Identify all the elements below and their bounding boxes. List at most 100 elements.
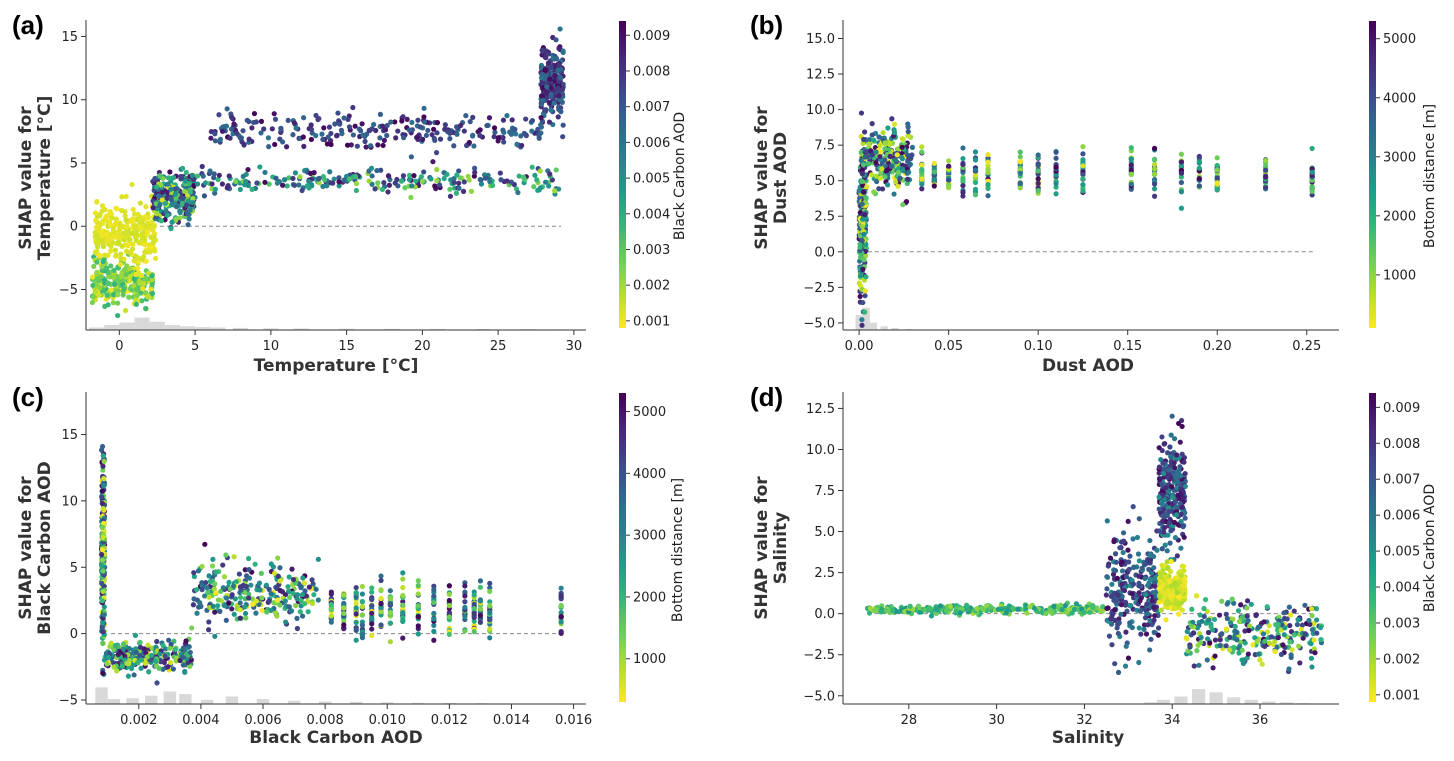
y-tick-label: 0.0 xyxy=(814,245,835,260)
scatter-point xyxy=(168,196,174,203)
scatter-point xyxy=(865,154,871,160)
scatter-point xyxy=(1130,581,1137,587)
scatter-point xyxy=(363,144,369,150)
scatter-point xyxy=(1264,629,1270,635)
scatter-point xyxy=(972,167,979,173)
scatter-point xyxy=(1165,474,1171,481)
scatter-point xyxy=(309,600,315,607)
scatter-point xyxy=(1143,631,1150,637)
scatter-point xyxy=(433,150,440,156)
scatter-point xyxy=(431,610,437,616)
scatter-point xyxy=(1127,603,1133,609)
scatter-point xyxy=(378,577,384,584)
scatter-point xyxy=(1169,413,1175,419)
scatter-point xyxy=(1143,592,1149,598)
scatter-point xyxy=(1182,578,1188,585)
scatter-point xyxy=(297,609,303,615)
scatter-point xyxy=(217,608,223,615)
scatter-point xyxy=(102,252,108,258)
scatter-point xyxy=(1159,488,1166,495)
scatter-point xyxy=(142,237,148,243)
scatter-point xyxy=(137,639,143,645)
scatter-point xyxy=(1309,169,1315,175)
colorbar-tick-label: 0.008 xyxy=(633,64,670,79)
scatter-point xyxy=(213,590,219,596)
scatter-point xyxy=(871,137,877,143)
scatter-point xyxy=(471,173,477,179)
scatter-point xyxy=(921,607,928,613)
y-tick-label: 0 xyxy=(70,627,78,642)
scatter-point xyxy=(246,567,252,573)
scatter-point xyxy=(104,231,110,238)
scatter-point xyxy=(107,210,114,216)
scatter-point xyxy=(1163,591,1169,597)
scatter-point xyxy=(860,182,866,188)
scatter-point xyxy=(1027,604,1033,610)
scatter-point xyxy=(868,148,874,154)
scatter-point xyxy=(96,278,102,284)
scatter-point xyxy=(1057,602,1064,608)
scatter-point xyxy=(1115,592,1121,598)
scatter-point xyxy=(434,120,441,126)
scatter-point xyxy=(1205,629,1212,636)
scatter-point xyxy=(212,186,218,192)
scatter-point xyxy=(466,139,472,146)
scatter-point xyxy=(320,183,326,190)
scatter-point xyxy=(398,178,405,184)
x-tick-label: 15 xyxy=(338,339,355,354)
scatter-point xyxy=(895,183,901,189)
scatter-point xyxy=(384,132,390,139)
scatter-point xyxy=(442,122,448,128)
scatter-point xyxy=(258,570,264,576)
scatter-point xyxy=(154,680,160,686)
scatter-point xyxy=(344,142,351,148)
scatter-point xyxy=(101,483,107,489)
scatter-point xyxy=(253,119,259,125)
scatter-point xyxy=(862,129,868,135)
scatter-point xyxy=(231,121,237,127)
scatter-point xyxy=(216,172,222,178)
x-axis-title: Black Carbon AOD xyxy=(249,728,422,748)
histogram-bar xyxy=(225,696,239,704)
scatter-point xyxy=(483,175,489,181)
scatter-point xyxy=(154,638,160,645)
scatter-point xyxy=(202,593,208,599)
scatter-point xyxy=(536,135,542,141)
scatter-point xyxy=(1156,506,1162,512)
scatter-point xyxy=(862,309,868,315)
scatter-point xyxy=(471,592,477,598)
scatter-point xyxy=(273,175,279,181)
scatter-point xyxy=(143,305,149,312)
scatter-point xyxy=(467,119,473,125)
scatter-point xyxy=(413,178,419,184)
scatter-point xyxy=(1104,586,1110,592)
scatter-point xyxy=(191,570,197,576)
scatter-point xyxy=(1191,663,1197,669)
scatter-point xyxy=(1159,546,1165,552)
y-tick-label: 15.0 xyxy=(806,32,835,47)
scatter-point xyxy=(523,132,529,138)
scatter-point xyxy=(399,118,405,124)
scatter-point xyxy=(1165,532,1171,538)
scatter-point xyxy=(946,163,952,169)
scatter-point xyxy=(165,181,171,187)
scatter-point xyxy=(1142,575,1148,582)
scatter-point xyxy=(91,263,97,269)
scatter-point xyxy=(1151,157,1158,163)
scatter-point xyxy=(180,654,186,660)
scatter-point xyxy=(100,557,106,563)
scatter-point xyxy=(1214,162,1220,169)
scatter-point xyxy=(241,141,247,147)
scatter-point xyxy=(212,609,218,615)
scatter-point xyxy=(272,116,279,122)
scatter-point xyxy=(237,615,243,621)
scatter-point xyxy=(220,562,226,568)
scatter-point xyxy=(194,610,200,616)
histogram-bar xyxy=(200,699,214,704)
scatter-point xyxy=(308,136,315,143)
scatter-point xyxy=(1193,593,1200,599)
scatter-point xyxy=(275,573,281,579)
scatter-point xyxy=(350,104,356,111)
scatter-point xyxy=(877,154,883,160)
scatter-point xyxy=(140,254,147,260)
